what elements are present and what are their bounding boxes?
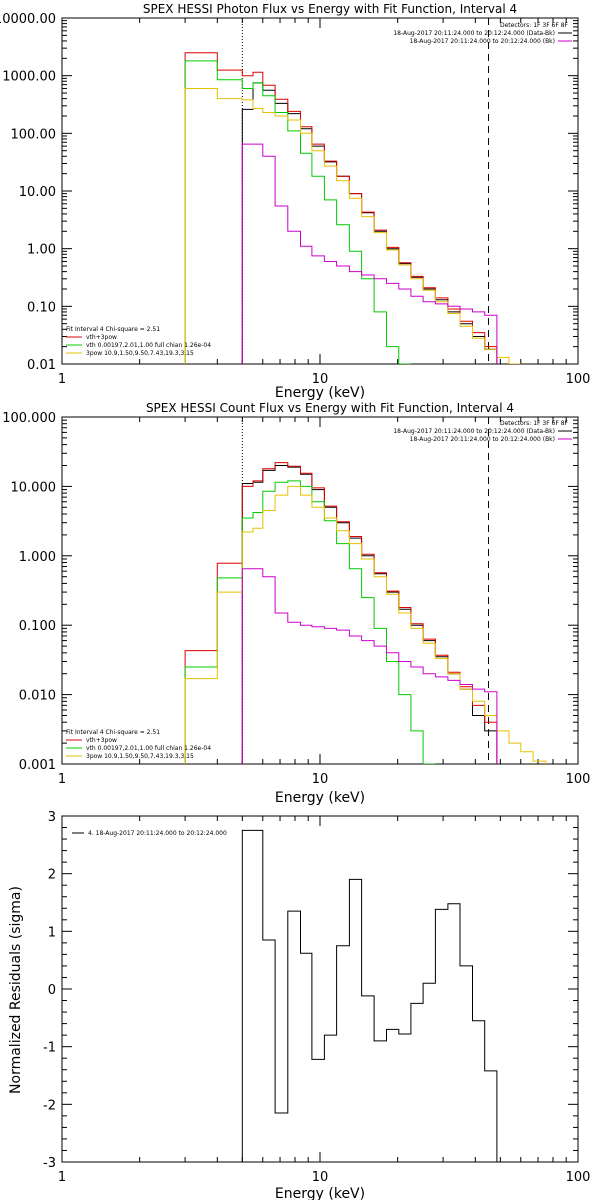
x-tick-label: 100 <box>566 372 591 387</box>
panel1-title: SPEX HESSI Photon Flux vs Energy with Fi… <box>143 2 517 16</box>
panel2-legend-entry-0: 18-Aug-2017 20:11:24.000 to 20:12:24.000… <box>393 428 555 435</box>
y-tick-label: 1 <box>48 925 56 940</box>
y-tick-label: 100.00 <box>11 127 57 142</box>
y-tick-label: 1.00 <box>27 243 56 258</box>
panel2-title: SPEX HESSI Count Flux vs Energy with Fit… <box>146 401 514 415</box>
panel1-plot: 1 10 100 10000.00 1000.00 100.00 10.00 1.00 0.10… <box>0 12 590 387</box>
panel3-legend-entry-0: 4. 18-Aug-2017 20:11:24.000 to 20:12:24.… <box>88 830 227 837</box>
series-3-line <box>184 485 547 764</box>
y-tick-label: 3 <box>48 810 56 825</box>
y-tick-label: 1.000 <box>19 550 56 565</box>
count-flux-panel: SPEX HESSI Count Flux vs Energy with Fit… <box>2 401 590 806</box>
panel2-legend-entry-1: 18-Aug-2017 20:11:24.000 to 20:12:24.000… <box>410 436 555 443</box>
series-0-line <box>241 465 498 764</box>
plot-frame <box>61 17 579 365</box>
series-1-line <box>184 462 498 764</box>
y-tick-label: 0 <box>48 983 56 998</box>
x-tick-label: 100 <box>566 772 591 787</box>
panel2-plot: 1 10 100 100.000 10.000 1.000 0.100 0.010 0.001 <box>2 411 590 787</box>
y-tick-label: 10000.00 <box>0 12 56 27</box>
x-tick-label: 100 <box>566 1170 591 1185</box>
series-0-line <box>241 829 498 1162</box>
panel1-legend-entry-1: 18-Aug-2017 20:11:24.000 to 20:12:24.000… <box>410 38 555 45</box>
x-tick-label: 10 <box>312 772 329 787</box>
panel1-legend-right: Detectors: 1F 3F 6F 8F 18-Aug-2017 20:11… <box>393 22 572 45</box>
series-2-line <box>184 480 436 764</box>
series-1-line <box>184 52 498 364</box>
series-0-line <box>241 82 498 364</box>
panel1-legend-entry-0: 18-Aug-2017 20:11:24.000 to 20:12:24.000… <box>393 30 555 37</box>
plot-frame <box>61 416 579 765</box>
y-tick-label: 0.010 <box>19 689 56 704</box>
series-2-line <box>184 60 411 364</box>
x-tick-label: 10 <box>312 1170 329 1185</box>
panel3-xlabel: Energy (keV) <box>275 1186 365 1200</box>
series-4-line <box>241 568 498 764</box>
y-tick-label: -2 <box>43 1098 56 1113</box>
panel3-legend: 4. 18-Aug-2017 20:11:24.000 to 20:12:24.… <box>72 830 227 837</box>
residuals-panel: Normalized Residuals (sigma) Energy (keV… <box>8 810 590 1200</box>
y-tick-label: 10.00 <box>19 185 56 200</box>
y-tick-label: 0.100 <box>19 619 56 634</box>
panel2-fit-entry-1: vth 0.00197,2.01,1.00 full chian 1.26e-0… <box>86 745 211 752</box>
panel2-legend-header: Detectors: 1F 3F 6F 8F <box>500 420 569 427</box>
series-4-line <box>241 143 498 364</box>
panel2-fit-header: Fit Interval 4 Chi-square = 2.51 <box>66 729 160 736</box>
panel2-fit-entry-2: 3pow 10.9,1.50,9.50,7.43,19.3,3.15 <box>86 753 194 760</box>
x-tick-label: 1 <box>58 1170 66 1185</box>
photon-flux-panel: SPEX HESSI Photon Flux vs Energy with Fi… <box>0 2 590 401</box>
panel2-xlabel: Energy (keV) <box>275 790 365 806</box>
panel2-legend-left: Fit Interval 4 Chi-square = 2.51 vth+3po… <box>66 729 211 760</box>
y-tick-label: 100.000 <box>2 411 56 426</box>
y-tick-label: 10.000 <box>11 480 57 495</box>
panel1-xlabel: Energy (keV) <box>275 385 365 401</box>
y-tick-label: 0.10 <box>27 300 56 315</box>
panel1-fit-entry-1: vth 0.00197,2.01,1.00 full chian 1.26e-0… <box>86 342 211 349</box>
panel1-legend-header: Detectors: 1F 3F 6F 8F <box>500 22 569 29</box>
series-3-line <box>184 88 521 364</box>
x-tick-label: 1 <box>58 372 66 387</box>
y-tick-label: 2 <box>48 868 56 883</box>
x-tick-label: 10 <box>312 372 329 387</box>
panel1-fit-header: Fit Interval 4 Chi-square = 2.51 <box>66 326 160 333</box>
x-tick-label: 1 <box>58 772 66 787</box>
y-tick-label: 1000.00 <box>2 70 56 85</box>
panel1-legend-left: Fit Interval 4 Chi-square = 2.51 vth+3po… <box>66 326 211 357</box>
panel2-legend-right: Detectors: 1F 3F 6F 8F 18-Aug-2017 20:11… <box>393 420 572 443</box>
y-tick-label: 0.01 <box>27 358 56 373</box>
y-tick-label: -3 <box>43 1156 56 1171</box>
y-tick-label: 0.001 <box>19 758 56 773</box>
panel1-fit-entry-0: vth+3pow <box>86 334 117 341</box>
plot-frame <box>61 815 579 1163</box>
panel3-ylabel: Normalized Residuals (sigma) <box>8 886 24 1094</box>
panel1-fit-entry-2: 3pow 10.9,1.50,9.50,7.43,19.3,3.15 <box>86 350 194 357</box>
y-tick-label: -1 <box>43 1041 56 1056</box>
panel2-fit-entry-0: vth+3pow <box>86 737 117 744</box>
